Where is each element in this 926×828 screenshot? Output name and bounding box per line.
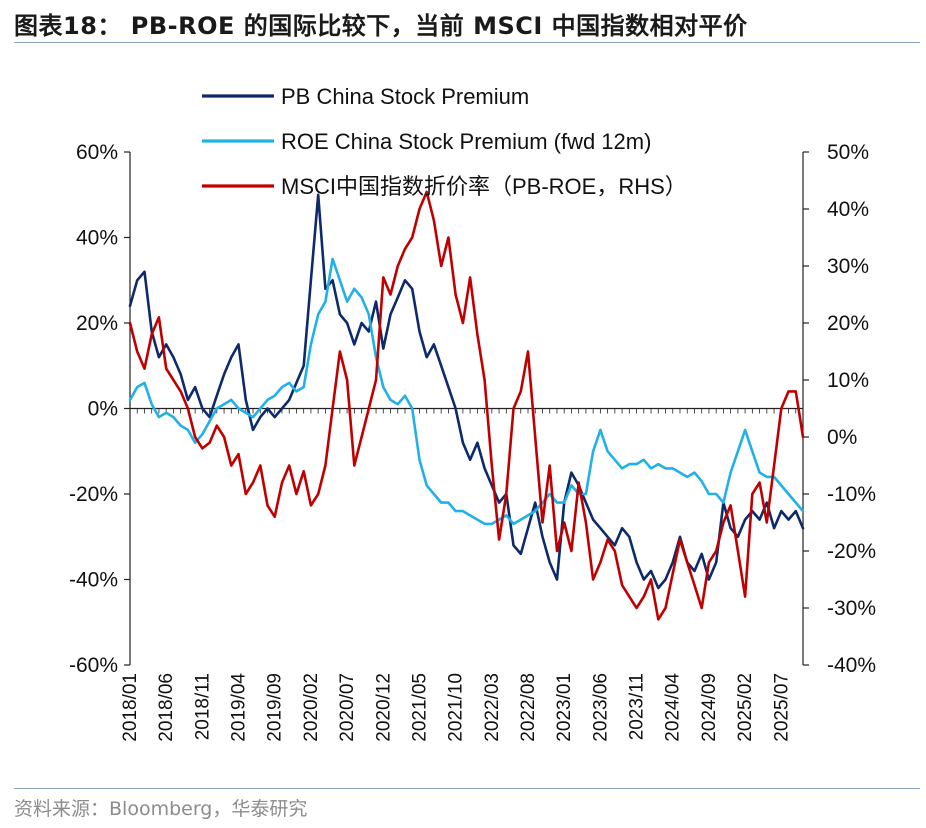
left-axis-tick-label: -40% <box>69 569 118 592</box>
x-axis-tick-label: 2023/11 <box>627 673 648 740</box>
right-axis-tick-label: -40% <box>827 654 876 677</box>
chart: 60% 40% 20% 0% -20% -40% -60% 50% 40% 30% 20% 10% 0%… <box>69 84 876 742</box>
right-axis-tick-label: 0% <box>827 426 857 449</box>
x-axis-tick-label: 2021/10 <box>446 673 467 742</box>
x-axis-tick-label: 2022/03 <box>482 673 503 742</box>
x-axis-tick-label: 2025/02 <box>735 673 756 742</box>
x-axis-tick-label: 2024/04 <box>663 673 684 742</box>
left-axis-tick-label: 60% <box>76 141 118 164</box>
footer-divider <box>14 788 920 789</box>
x-axis-tick-label: 2019/04 <box>229 673 250 742</box>
x-axis-tick-label: 2018/06 <box>156 673 177 742</box>
page-title: 图表18： PB-ROE 的国际比较下，当前 MSCI 中国指数相对平价 <box>14 12 748 40</box>
series-line-1 <box>128 193 805 590</box>
chart-legend: PB China Stock Premium ROE China Stock Pr… <box>202 84 687 199</box>
series-line-2 <box>128 257 805 526</box>
x-axis-tick-label: 2020/07 <box>337 673 358 742</box>
legend-label: ROE China Stock Premium (fwd 12m) <box>281 129 651 154</box>
right-axis-tick-label: 30% <box>827 255 869 278</box>
right-axis-tick-label: -10% <box>827 483 876 506</box>
chart-series-lines <box>128 190 805 621</box>
left-axis-tick-label: 40% <box>76 227 118 250</box>
right-axis-tick-label: 50% <box>827 141 869 164</box>
left-axis-tick-label: 0% <box>88 398 118 421</box>
x-axis-tick-label: 2023/01 <box>554 673 575 742</box>
right-axis-tick-label: 40% <box>827 198 869 221</box>
x-axis-tick-label: 2025/07 <box>771 673 792 742</box>
x-axis-tick-label: 2018/01 <box>120 673 141 742</box>
x-axis-tick-label: 2019/09 <box>265 673 286 742</box>
right-axis-tick-label: -30% <box>827 597 876 620</box>
x-axis-tick-label: 2020/12 <box>373 673 394 742</box>
x-axis-tick-label: 2018/11 <box>192 673 213 740</box>
series-line-3 <box>128 190 805 621</box>
source-note: 资料来源：Bloomberg，华泰研究 <box>14 798 308 820</box>
x-axis-tick-label: 2021/05 <box>409 673 430 742</box>
x-axis-tick-label: 2022/08 <box>518 673 539 742</box>
right-axis-tick-label: 20% <box>827 312 869 335</box>
legend-label: PB China Stock Premium <box>281 84 529 109</box>
x-axis-tick-label: 2023/06 <box>590 673 611 742</box>
right-axis-tick-label: 10% <box>827 369 869 392</box>
x-axis-tick-label: 2024/09 <box>699 673 720 742</box>
legend-label: MSCI中国指数折价率（PB-ROE，RHS） <box>281 174 687 199</box>
title-divider <box>14 42 920 43</box>
chart-axes: 60% 40% 20% 0% -20% -40% -60% 50% 40% 30% 20% 10% 0%… <box>69 141 876 742</box>
left-axis-tick-label: -20% <box>69 483 118 506</box>
left-axis-tick-label: -60% <box>69 654 118 677</box>
x-axis-tick-label: 2020/02 <box>301 673 322 742</box>
right-axis-tick-label: -20% <box>827 540 876 563</box>
left-axis-tick-label: 20% <box>76 312 118 335</box>
